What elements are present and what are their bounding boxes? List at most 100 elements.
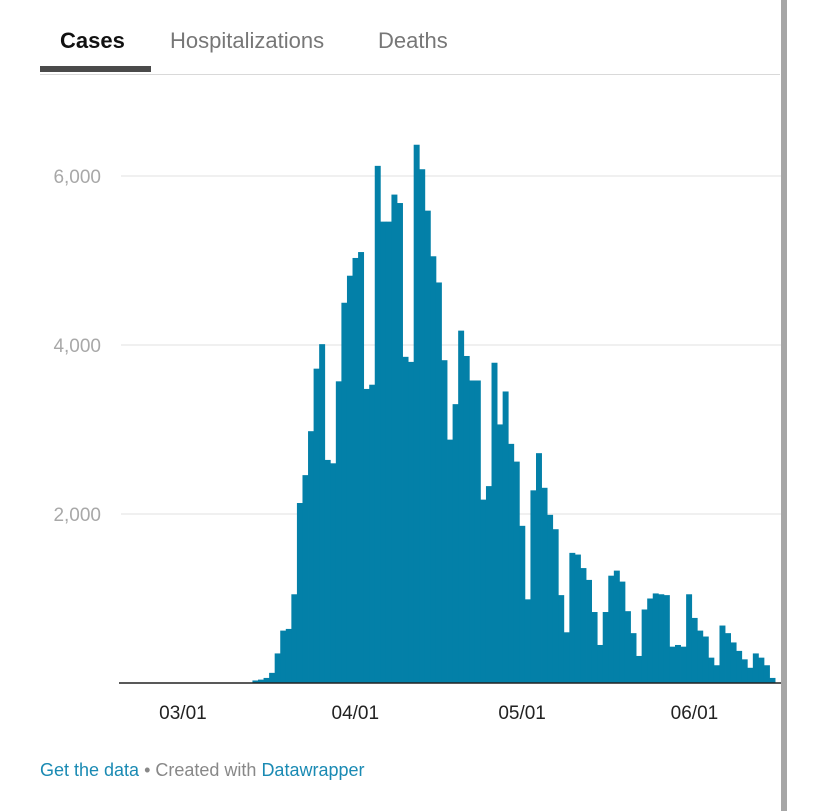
data-bar [563, 632, 570, 683]
tab-deaths[interactable]: Deaths [378, 28, 448, 53]
data-bar [530, 490, 537, 683]
data-bar [730, 642, 737, 683]
data-bar [502, 391, 509, 683]
data-bar [408, 361, 415, 683]
data-bar [285, 628, 292, 683]
data-bar [269, 672, 276, 683]
data-bar [686, 594, 693, 683]
data-bar [758, 657, 765, 683]
data-bar [352, 257, 359, 683]
data-bar [508, 443, 515, 683]
data-bar [319, 344, 326, 683]
data-bar [313, 368, 320, 683]
data-bar [441, 360, 448, 683]
data-bar [308, 431, 314, 683]
data-bar [419, 169, 426, 684]
data-bar [258, 679, 264, 683]
data-bar [697, 630, 704, 683]
x-tick-label: 04/01 [332, 703, 380, 724]
data-bar [541, 487, 548, 683]
data-bar [252, 680, 259, 683]
data-bar [435, 282, 442, 683]
data-bar [447, 439, 453, 683]
y-tick-label: 4,000 [53, 336, 101, 357]
data-bar [725, 633, 731, 683]
data-bar [369, 384, 376, 683]
data-bar [741, 659, 748, 683]
data-bar [669, 646, 676, 683]
data-bar [747, 667, 754, 683]
data-bar [491, 362, 498, 683]
data-bar [647, 598, 654, 683]
data-bar [708, 657, 715, 683]
data-bar [580, 568, 587, 683]
data-bar [552, 529, 559, 683]
data-bar [591, 612, 598, 683]
data-bar [641, 609, 648, 683]
data-bar [485, 486, 492, 683]
active-tab-indicator [40, 66, 151, 72]
data-bar [636, 655, 643, 683]
data-bar [586, 579, 592, 683]
data-bar [341, 302, 348, 683]
y-tick-label: 2,000 [53, 505, 101, 526]
data-bar [574, 554, 581, 683]
x-tick-label: 05/01 [498, 703, 546, 724]
data-bar [569, 552, 576, 683]
data-bar [324, 459, 331, 683]
right-divider [781, 0, 787, 811]
cases-bar-chart: 2,000 4,000 6,000 03/01 04/01 05/01 06/01 [53, 144, 781, 724]
data-bar [424, 210, 431, 683]
data-bar [474, 380, 481, 683]
data-bar [675, 644, 681, 683]
data-bar [619, 581, 626, 683]
footer-separator-text: • Created with [139, 760, 262, 780]
data-bar [380, 221, 387, 683]
data-bar [402, 356, 409, 683]
data-bar [391, 194, 398, 683]
data-bar [719, 625, 726, 683]
data-bar [480, 499, 487, 683]
data-bar [663, 595, 670, 683]
data-bar [413, 144, 420, 684]
tab-bar: Cases Hospitalizations Deaths [40, 18, 780, 75]
data-bar [291, 594, 298, 683]
data-bar [691, 617, 698, 683]
x-tick-label: 06/01 [671, 703, 719, 724]
data-bar [513, 461, 520, 683]
data-bar [524, 599, 531, 683]
data-bar [597, 644, 604, 683]
tab-hospitalizations[interactable]: Hospitalizations [170, 28, 325, 53]
get-the-data-link[interactable]: Get the data [40, 760, 140, 780]
data-bar [613, 570, 620, 683]
data-bar [430, 256, 437, 683]
data-bar [397, 203, 403, 684]
data-bar [296, 503, 303, 683]
data-bar [274, 653, 281, 683]
data-bar [752, 653, 759, 683]
tab-cases[interactable]: Cases [60, 28, 125, 53]
data-bar [385, 221, 392, 683]
data-bar [280, 630, 287, 683]
data-bar [302, 475, 309, 683]
data-bar [469, 380, 476, 683]
data-bar [558, 595, 565, 683]
x-tick-label: 03/01 [159, 703, 207, 724]
data-bar [463, 355, 470, 683]
data-bar [346, 275, 353, 683]
data-bar [680, 646, 687, 683]
data-bar [335, 381, 342, 683]
data-bar [608, 575, 615, 683]
datawrapper-link[interactable]: Datawrapper [261, 760, 365, 780]
data-bar [497, 424, 504, 683]
chart-footer: Get the data • Created with Datawrapper [40, 760, 365, 781]
data-bar [547, 514, 554, 683]
data-bar [763, 665, 770, 683]
data-bar [630, 633, 637, 683]
data-bar [452, 404, 459, 683]
data-bar [263, 677, 270, 683]
data-bar [624, 611, 631, 683]
data-bar [658, 594, 665, 683]
data-bar [519, 525, 526, 683]
data-bar [769, 677, 776, 683]
